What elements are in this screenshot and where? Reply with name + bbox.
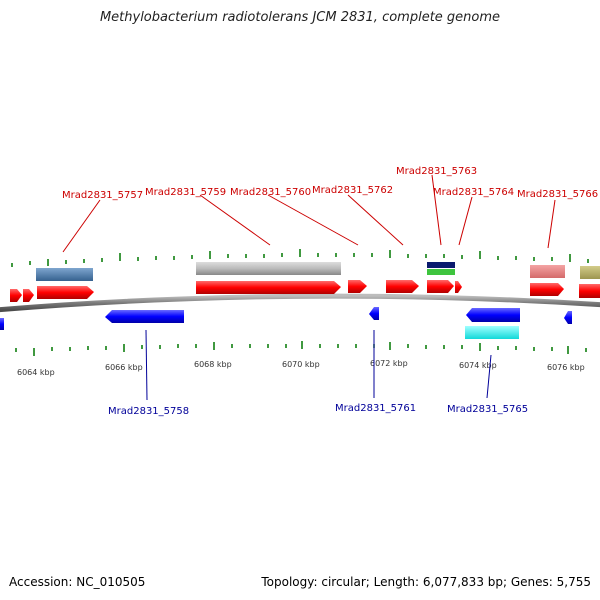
feature-box-gray[interactable] [196, 262, 341, 275]
reverse-leader-lines [145, 329, 492, 401]
axis-label-6064: 6064 kbp [17, 368, 55, 377]
forward-gene-mrad2831-5763[interactable] [427, 280, 454, 293]
gene-label-mrad2831-5758[interactable]: Mrad2831_5758 [108, 406, 189, 417]
forward-genes [10, 280, 600, 302]
axis-label-6076: 6076 kbp [547, 363, 585, 372]
reverse-genes [0, 307, 572, 330]
forward-gene-mrad2831-5766[interactable] [530, 283, 564, 296]
forward-gene-mrad2831-5764[interactable] [455, 281, 462, 293]
gene-label-mrad2831-5759[interactable]: Mrad2831_5759 [145, 187, 226, 198]
forward-gene-mrad2831-5760[interactable] [348, 280, 367, 293]
axis-label-6074: 6074 kbp [459, 361, 497, 370]
lower-tick-marks [15, 341, 587, 356]
gene-label-mrad2831-5766[interactable]: Mrad2831_5766 [517, 189, 598, 200]
accession-text: Accession: NC_010505 [9, 575, 146, 589]
feature-box-navy[interactable] [427, 262, 455, 268]
reverse-gene[interactable] [564, 311, 572, 324]
forward-gene[interactable] [579, 284, 600, 298]
feature-box-cyan[interactable] [465, 326, 519, 339]
genome-summary-text: Topology: circular; Length: 6,077,833 bp… [261, 575, 591, 589]
reverse-gene-mrad2831-5758[interactable] [105, 310, 184, 323]
forward-gene-mrad2831-5762[interactable] [386, 280, 419, 293]
feature-box-steelblue[interactable] [36, 268, 93, 281]
reverse-gene-mrad2831-5761[interactable] [369, 307, 379, 320]
feature-box-pink[interactable] [530, 265, 565, 278]
reverse-gene-mrad2831-5765[interactable] [466, 308, 520, 322]
forward-leader-lines [62, 174, 556, 253]
gene-label-mrad2831-5757[interactable]: Mrad2831_5757 [62, 190, 143, 201]
feature-box-olive[interactable] [580, 266, 600, 279]
genome-backbone [0, 293, 600, 313]
axis-label-6072: 6072 kbp [370, 359, 408, 368]
reverse-gene[interactable] [0, 318, 4, 330]
gene-label-mrad2831-5761[interactable]: Mrad2831_5761 [335, 403, 416, 414]
gene-label-mrad2831-5765[interactable]: Mrad2831_5765 [447, 404, 528, 415]
forward-gene-mrad2831-5757[interactable] [37, 286, 94, 299]
feature-box-green[interactable] [427, 269, 455, 275]
gene-label-mrad2831-5760[interactable]: Mrad2831_5760 [230, 187, 311, 198]
map-title: Methylobacterium radiotolerans JCM 2831,… [99, 10, 501, 25]
forward-gene[interactable] [10, 289, 22, 302]
upper-tick-marks [11, 249, 589, 267]
gene-label-mrad2831-5762[interactable]: Mrad2831_5762 [312, 185, 393, 196]
forward-gene-mrad2831-5759[interactable] [196, 281, 341, 294]
axis-label-6068: 6068 kbp [194, 360, 232, 369]
forward-gene[interactable] [23, 289, 34, 302]
gene-label-mrad2831-5764[interactable]: Mrad2831_5764 [433, 187, 514, 198]
axis-label-6066: 6066 kbp [105, 363, 143, 372]
axis-label-6070: 6070 kbp [282, 360, 320, 369]
gene-label-mrad2831-5763[interactable]: Mrad2831_5763 [396, 166, 477, 177]
